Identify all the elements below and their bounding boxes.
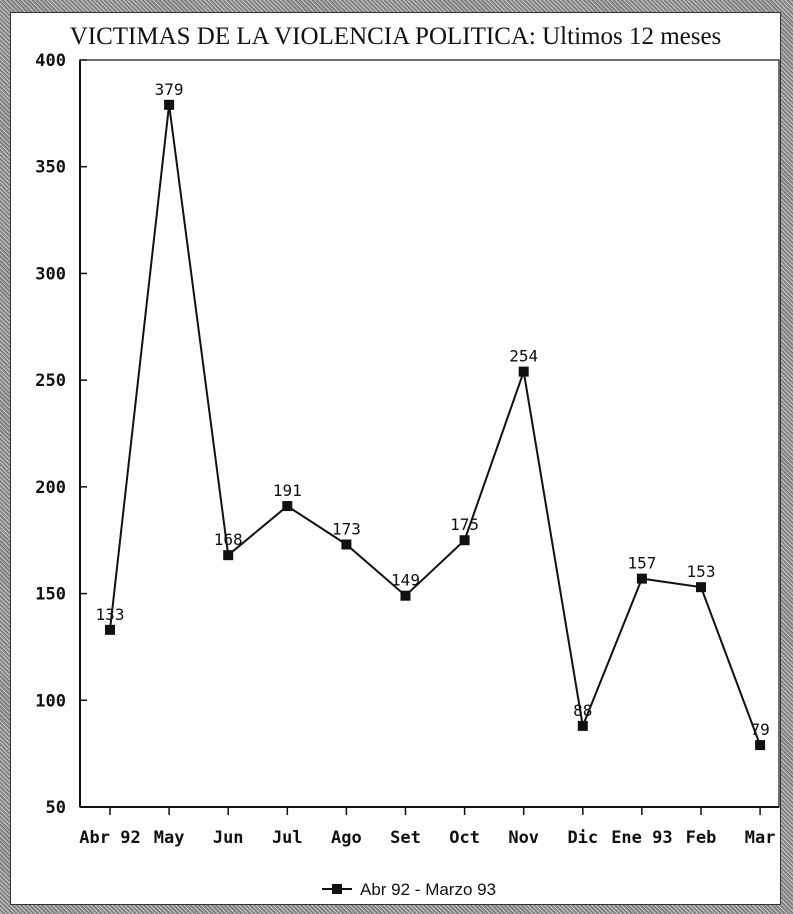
- y-tick-label: 250: [35, 371, 66, 391]
- x-tick-label: Dic: [567, 828, 598, 848]
- data-label: 191: [273, 481, 302, 500]
- x-tick-label: Jul: [272, 828, 303, 848]
- data-label: 153: [687, 562, 716, 581]
- x-tick-label: Feb: [686, 828, 717, 848]
- data-label: 168: [214, 530, 243, 549]
- y-axis-ticks: 50 100 150 200 250 300 350 400: [35, 51, 87, 818]
- x-tick-label: Nov: [508, 828, 539, 848]
- data-label: 149: [391, 571, 420, 590]
- data-label: 254: [509, 347, 538, 366]
- data-label: 175: [450, 515, 479, 534]
- data-point: [459, 535, 470, 546]
- y-tick-label: 150: [35, 585, 66, 605]
- y-tick-label: 200: [35, 478, 66, 498]
- y-tick-label: 50: [46, 798, 66, 818]
- y-tick-label: 300: [35, 264, 66, 284]
- data-point: [400, 590, 411, 601]
- data-point: [696, 582, 706, 593]
- data-label: 157: [627, 554, 656, 573]
- y-tick-label: 100: [35, 691, 66, 711]
- chart-title: VICTIMAS DE LA VIOLENCIA POLITICA: Ultim…: [69, 23, 722, 50]
- y-tick-label: 350: [35, 158, 66, 178]
- legend-marker: [332, 884, 342, 894]
- x-tick-label: Ago: [331, 828, 362, 848]
- legend-label: Abr 92 - Marzo 93: [360, 880, 496, 899]
- x-tick-label: Ene 93: [611, 828, 672, 848]
- data-point: [577, 720, 588, 731]
- data-point: [518, 366, 529, 377]
- x-tick-label: Jun: [213, 828, 244, 848]
- data-point: [755, 740, 766, 751]
- data-point: [164, 99, 175, 110]
- x-tick-label: Abr 92: [79, 828, 140, 848]
- data-label: 173: [332, 519, 361, 538]
- x-tick-label: Oct: [449, 828, 480, 848]
- data-point: [636, 573, 647, 584]
- data-point: [105, 624, 115, 635]
- data-label: 133: [96, 605, 125, 624]
- x-tick-label: May: [154, 828, 185, 848]
- x-axis-ticks: Abr 92 May Jun Jul Ago Set Oct Nov Dic Ene 93 Feb M…: [79, 807, 775, 848]
- data-point: [341, 539, 352, 550]
- y-tick-label: 400: [35, 51, 66, 71]
- data-point: [282, 501, 293, 512]
- x-tick-label: Mar: [745, 828, 776, 848]
- data-label: 88: [573, 701, 592, 720]
- data-point: [223, 550, 234, 561]
- series-layer: 133 379 168 191 173 149 175 254 88 157 153 79: [96, 80, 770, 751]
- series-line: [109, 104, 762, 746]
- data-label: 379: [155, 80, 184, 99]
- plot-area-border: [79, 59, 780, 808]
- x-tick-label: Set: [390, 828, 421, 848]
- data-label: 79: [750, 720, 769, 739]
- chart-panel: [10, 12, 781, 905]
- legend: Abr 92 - Marzo 93: [322, 880, 496, 899]
